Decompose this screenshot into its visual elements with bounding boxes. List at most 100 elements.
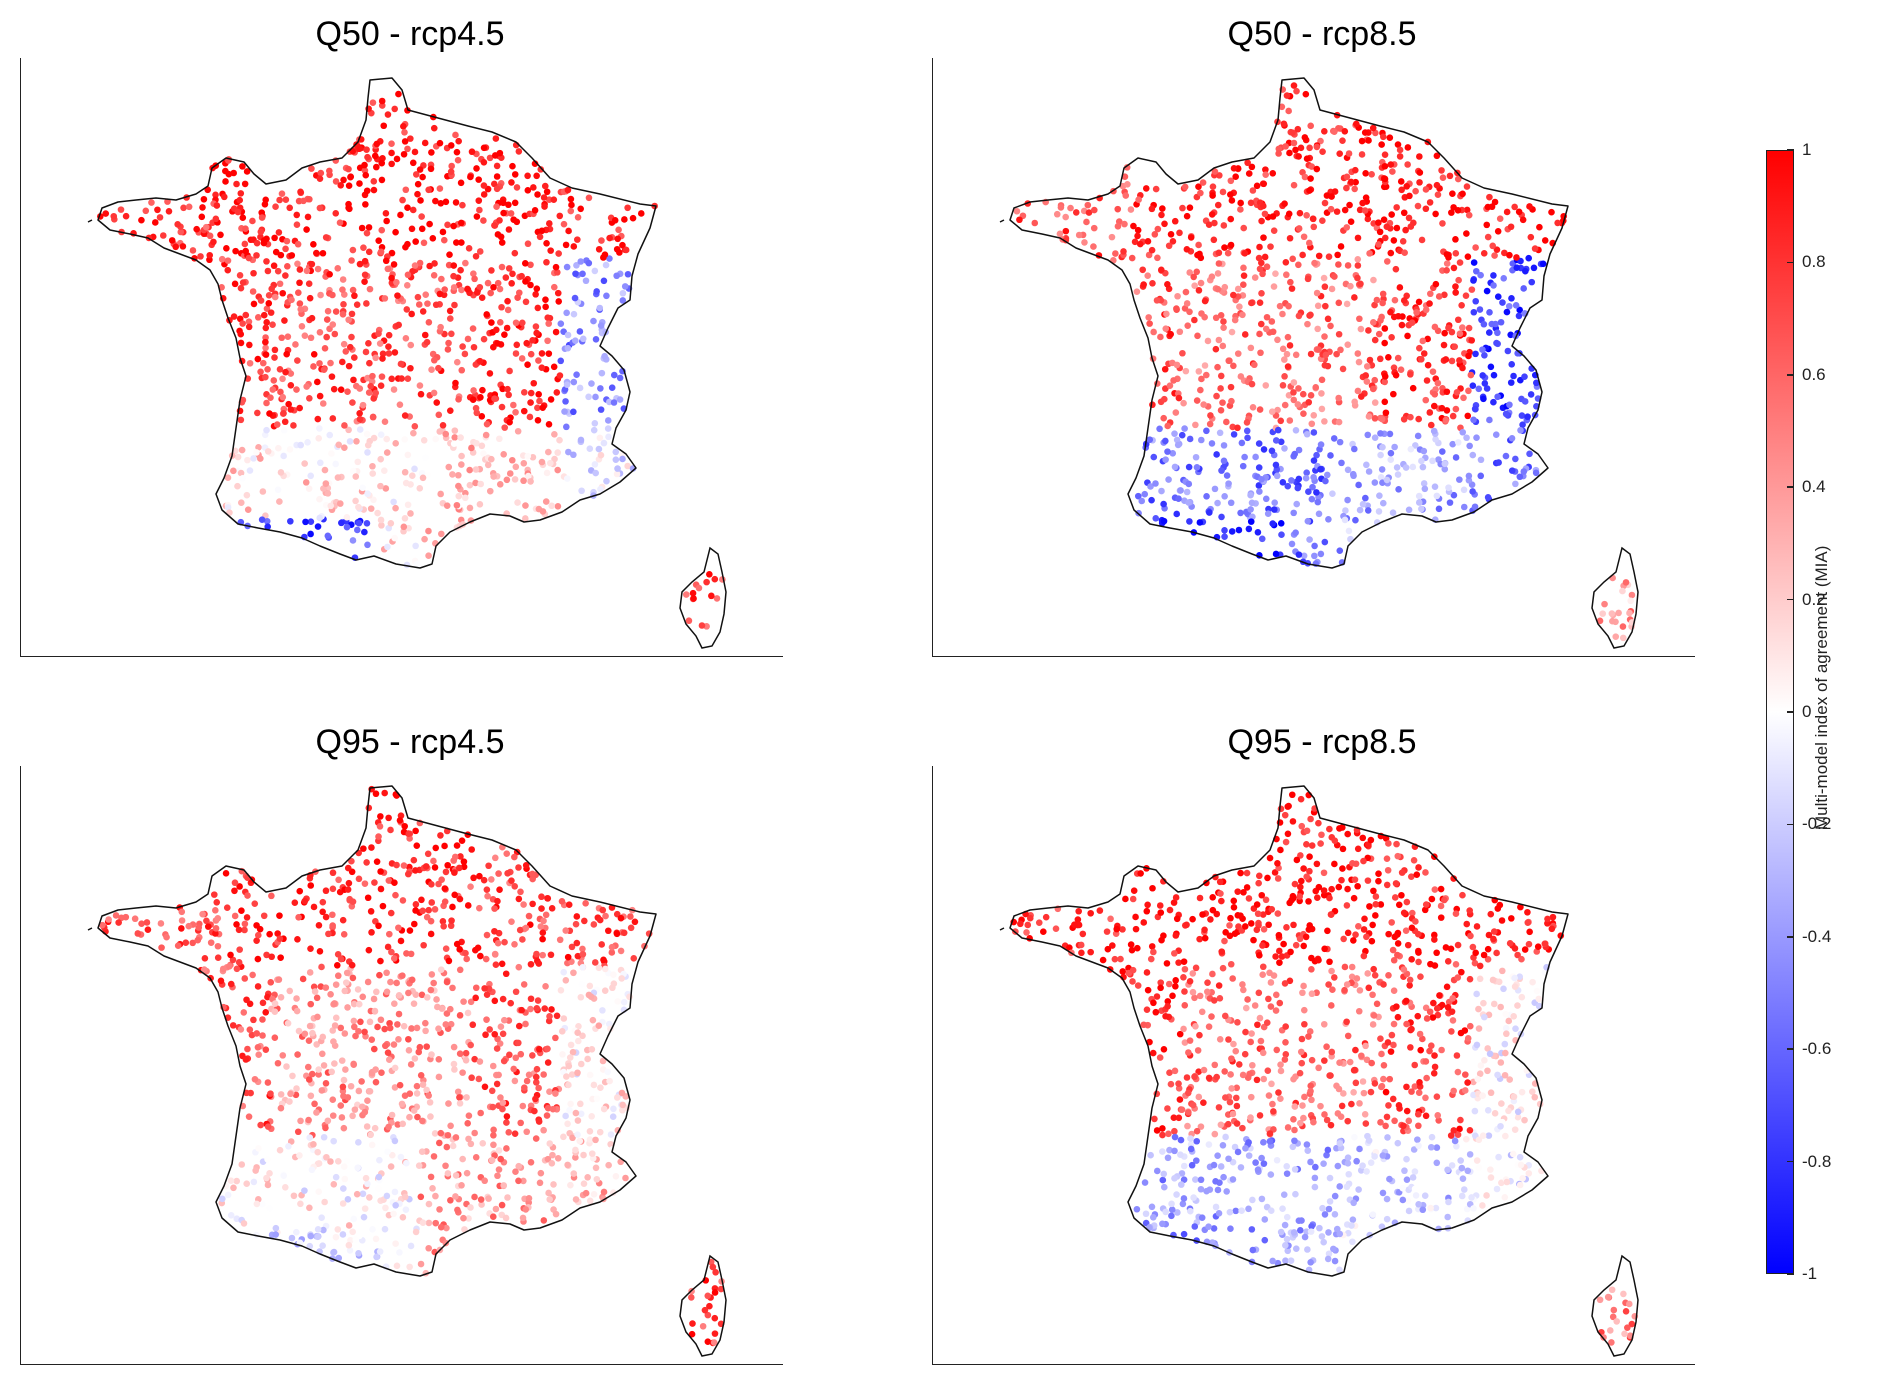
- station-point: [617, 914, 625, 922]
- station-point: [1452, 961, 1460, 968]
- station-point: [410, 1000, 418, 1007]
- station-point: [249, 217, 256, 225]
- station-point: [1237, 1164, 1245, 1171]
- station-point: [1217, 407, 1225, 414]
- station-point: [1130, 222, 1137, 230]
- station-point: [490, 1131, 497, 1139]
- station-point: [433, 399, 441, 406]
- station-point: [407, 364, 414, 372]
- station-point: [306, 294, 314, 302]
- station-point: [393, 155, 401, 163]
- station-point: [1299, 251, 1306, 259]
- station-point: [1229, 975, 1236, 982]
- station-point: [446, 315, 454, 322]
- station-point: [1239, 311, 1246, 319]
- station-point: [1303, 212, 1310, 219]
- station-point: [259, 488, 267, 495]
- station-point: [601, 965, 609, 973]
- station-point: [306, 394, 313, 402]
- station-point: [326, 431, 334, 439]
- station-point: [1078, 949, 1085, 957]
- station-point: [689, 1320, 696, 1327]
- station-point: [405, 830, 413, 837]
- station-point: [437, 1223, 445, 1231]
- station-point: [1468, 337, 1476, 344]
- station-point: [432, 435, 439, 443]
- station-point: [1160, 1045, 1168, 1053]
- station-point: [1327, 452, 1334, 459]
- station-point: [472, 404, 480, 412]
- station-point: [1450, 1127, 1458, 1134]
- station-point: [544, 895, 552, 902]
- station-point: [1390, 1041, 1397, 1049]
- station-point: [1502, 1024, 1510, 1032]
- station-point: [307, 530, 314, 538]
- station-point: [1443, 266, 1450, 274]
- station-point: [429, 1185, 436, 1192]
- station-point: [552, 1210, 560, 1218]
- station-point: [1548, 208, 1555, 216]
- station-point: [1312, 384, 1320, 391]
- station-point: [290, 1192, 298, 1200]
- station-point: [441, 842, 448, 850]
- station-point: [329, 922, 336, 929]
- station-point: [488, 1087, 496, 1095]
- station-point: [497, 1155, 505, 1163]
- station-point: [1244, 434, 1251, 442]
- station-point: [411, 1055, 419, 1062]
- station-point: [1442, 356, 1450, 363]
- station-point: [1422, 186, 1430, 193]
- station-point: [1328, 1048, 1336, 1056]
- station-point: [519, 319, 526, 327]
- station-point: [307, 945, 314, 952]
- station-point: [1465, 387, 1472, 395]
- station-point: [1351, 185, 1358, 193]
- station-point: [227, 1212, 235, 1219]
- station-point: [323, 333, 330, 341]
- station-point: [1380, 216, 1388, 223]
- station-point: [506, 418, 513, 426]
- station-point: [1134, 232, 1141, 240]
- station-point: [1452, 405, 1460, 413]
- station-point: [425, 1219, 433, 1227]
- station-point: [378, 522, 385, 529]
- station-point: [1270, 506, 1278, 513]
- station-point: [582, 277, 590, 285]
- station-point: [366, 359, 373, 367]
- station-point: [1328, 285, 1336, 293]
- station-point: [351, 1106, 359, 1113]
- station-point: [337, 955, 345, 963]
- station-point: [1277, 805, 1285, 813]
- station-point: [1295, 153, 1302, 160]
- station-point: [1359, 199, 1366, 207]
- station-point: [451, 1066, 458, 1073]
- station-point: [622, 1174, 629, 1182]
- station-point: [367, 1131, 374, 1139]
- station-point: [1218, 897, 1225, 905]
- station-point: [356, 410, 363, 417]
- station-point: [1359, 500, 1367, 508]
- station-point: [1286, 342, 1294, 349]
- station-point: [401, 822, 409, 830]
- station-point: [277, 994, 285, 1001]
- station-point: [397, 937, 405, 945]
- station-point: [481, 1083, 489, 1091]
- station-point: [1285, 210, 1293, 218]
- station-point: [320, 1133, 328, 1141]
- station-point: [317, 459, 324, 467]
- station-point: [306, 1242, 314, 1250]
- station-point: [1191, 282, 1198, 289]
- station-point: [1292, 1190, 1299, 1198]
- station-point: [1391, 1117, 1398, 1125]
- station-point: [558, 1028, 566, 1035]
- station-point: [1247, 506, 1254, 513]
- station-point: [399, 196, 406, 204]
- station-point: [1351, 445, 1358, 453]
- station-point: [1162, 1208, 1169, 1216]
- station-point: [599, 1057, 607, 1065]
- station-point: [419, 308, 427, 315]
- station-point: [1242, 1028, 1249, 1036]
- station-point: [426, 1099, 434, 1106]
- station-point: [1152, 480, 1159, 487]
- station-point: [1471, 405, 1479, 413]
